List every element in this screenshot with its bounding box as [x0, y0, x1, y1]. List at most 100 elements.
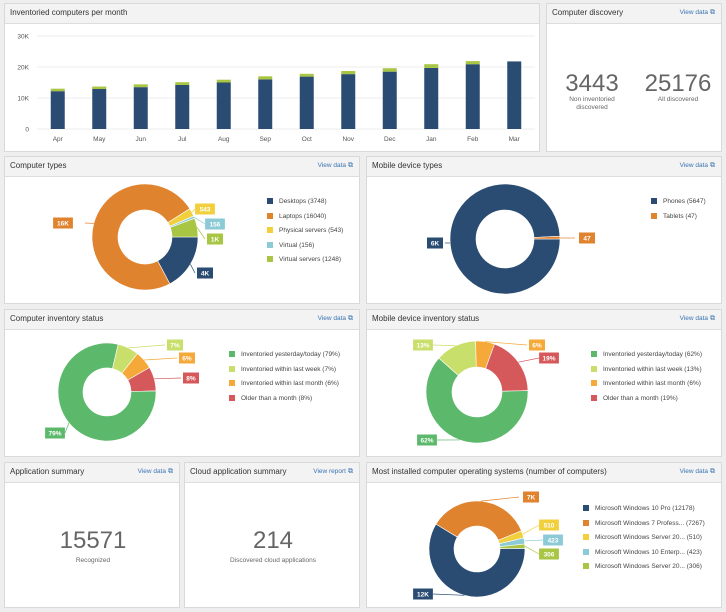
bar-new[interactable] [382, 68, 397, 72]
view-data-link[interactable]: View data ⧉ [317, 162, 353, 169]
computer-types-panel: Computer types View data ⧉ 16K 543 156 1K 4K … [4, 156, 360, 304]
donut-slice[interactable] [425, 357, 529, 444]
external-link-icon: ⧉ [710, 315, 715, 322]
donut-slice[interactable] [533, 235, 561, 240]
laptops-data-label: 16K [57, 221, 69, 228]
donut-slice[interactable] [449, 183, 561, 295]
legend-item[interactable]: Microsoft Windows 10 Enterp... (423) [583, 548, 702, 556]
leader-line [524, 539, 544, 542]
x-tick-label: Jan [426, 136, 437, 143]
x-tick-label: Dec [384, 136, 396, 143]
bar-inventoried[interactable] [382, 71, 397, 129]
month-data-label-box [179, 352, 195, 364]
view-data-link[interactable]: View data ⧉ [137, 468, 173, 475]
legend-item[interactable]: Physical servers (543) [267, 227, 343, 234]
bar-new[interactable] [133, 84, 148, 88]
legend-item[interactable]: Microsoft Windows 7 Profess... (7267) [583, 519, 705, 527]
donut-slice[interactable] [435, 500, 522, 541]
bar-new[interactable] [50, 88, 65, 92]
legend-item[interactable]: Phones (5647) [651, 198, 706, 205]
view-data-link[interactable]: View data ⧉ [679, 315, 715, 322]
bar-new[interactable] [465, 61, 480, 65]
panel-header: Computer inventory status View data ⧉ [5, 310, 359, 330]
bar-new[interactable] [299, 73, 314, 77]
legend-item[interactable]: Older than a month (8%) [229, 394, 313, 402]
legend-item[interactable]: Desktops (3748) [267, 198, 327, 205]
view-data-link[interactable]: View data ⧉ [679, 9, 715, 16]
win10-data-label: 12K [417, 592, 429, 599]
legend-swatch [267, 212, 273, 219]
legend-item[interactable]: Inventoried within last month (6%) [591, 380, 701, 387]
bar-inventoried[interactable] [133, 87, 148, 129]
win7-data-label-box [523, 491, 539, 503]
external-link-icon: ⧉ [710, 9, 715, 16]
legend-label: Older than a month (8%) [241, 394, 313, 402]
bar-inventoried[interactable] [341, 74, 356, 129]
donut-slice[interactable] [499, 537, 526, 547]
bar-new[interactable] [258, 76, 273, 80]
legend-item[interactable]: Inventoried within last week (7%) [229, 365, 336, 373]
bar-inventoried[interactable] [424, 67, 439, 129]
panel-header: Mobile device inventory status View data… [367, 310, 721, 330]
view-data-link[interactable]: View data ⧉ [679, 162, 715, 169]
legend-item[interactable]: Microsoft Windows Server 20... (306) [583, 563, 702, 570]
legend-swatch [583, 548, 589, 555]
bar-inventoried[interactable] [258, 79, 273, 129]
donut-slice[interactable] [91, 183, 191, 291]
bar-new[interactable] [216, 79, 231, 83]
legend-label: Inventoried within last month (6%) [603, 380, 701, 387]
panel-title: Inventoried computers per month [10, 8, 128, 17]
bar-inventoried[interactable] [507, 61, 522, 129]
legend-item[interactable]: Laptops (16040) [267, 212, 326, 220]
donut-slice[interactable] [169, 217, 199, 238]
bar-new[interactable] [175, 82, 190, 85]
legend-item[interactable]: Virtual (156) [267, 241, 314, 249]
legend-item[interactable]: Older than a month (19%) [591, 394, 678, 402]
legend-swatch [267, 241, 273, 248]
view-data-link[interactable]: View data ⧉ [679, 468, 715, 475]
inventory-status-panel: Computer inventory status View data ⧉ 79%… [4, 309, 360, 457]
legend-item[interactable]: Tablets (47) [651, 212, 697, 220]
physical-data-label: 543 [200, 207, 211, 214]
legend-swatch [651, 212, 657, 219]
bar-inventoried[interactable] [92, 89, 107, 129]
bar-inventoried[interactable] [299, 76, 314, 129]
bar-new[interactable] [424, 64, 439, 68]
panel-title: Most installed computer operating system… [372, 467, 607, 476]
legend-label: Virtual servers (1248) [279, 256, 342, 263]
donut-slice[interactable] [428, 523, 526, 598]
older-data-label-box [539, 352, 559, 364]
x-tick-label: Jul [178, 136, 187, 143]
leader-line [524, 545, 540, 555]
legend-item[interactable]: Inventoried yesterday/today (62%) [591, 351, 702, 358]
cloud-apps-count: 214 [252, 527, 294, 554]
view-data-link[interactable]: View data ⧉ [317, 315, 353, 322]
bar-inventoried[interactable] [465, 64, 480, 129]
bar-inventoried[interactable] [216, 82, 231, 130]
donut-slice[interactable] [475, 340, 495, 369]
external-link-icon: ⧉ [168, 468, 173, 475]
bar-new[interactable] [92, 86, 107, 90]
bar-inventoried[interactable] [50, 91, 65, 129]
legend-item[interactable]: Microsoft Windows Server 20... (510) [583, 534, 702, 541]
x-tick-label: Mar [509, 136, 521, 143]
legend-item[interactable]: Inventoried yesterday/today (79%) [229, 351, 340, 358]
external-link-icon: ⧉ [710, 162, 715, 169]
legend-swatch [583, 505, 589, 511]
legend-label: Microsoft Windows Server 20... (306) [595, 563, 702, 570]
panel-header: Inventoried computers per month [5, 4, 539, 24]
x-tick-label: Apr [53, 136, 64, 143]
legend-item[interactable]: Inventoried within last month (6%) [229, 380, 339, 387]
donut-slice[interactable] [121, 353, 150, 381]
legend-item[interactable]: Microsoft Windows 10 Pro (12178) [583, 505, 695, 512]
virtual-data-label-box [205, 218, 225, 230]
legend-item[interactable]: Inventoried within last week (13%) [591, 365, 702, 373]
bar-new[interactable] [341, 71, 356, 75]
donut-slice[interactable] [57, 342, 157, 442]
legend-swatch [267, 256, 273, 262]
legend-label: Inventoried yesterday/today (62%) [603, 351, 702, 358]
cloud-apps-label: Discovered cloud applications [230, 557, 316, 564]
bar-inventoried[interactable] [175, 84, 190, 129]
view-report-link[interactable]: View report ⧉ [313, 468, 353, 475]
legend-item[interactable]: Virtual servers (1248) [267, 256, 341, 263]
